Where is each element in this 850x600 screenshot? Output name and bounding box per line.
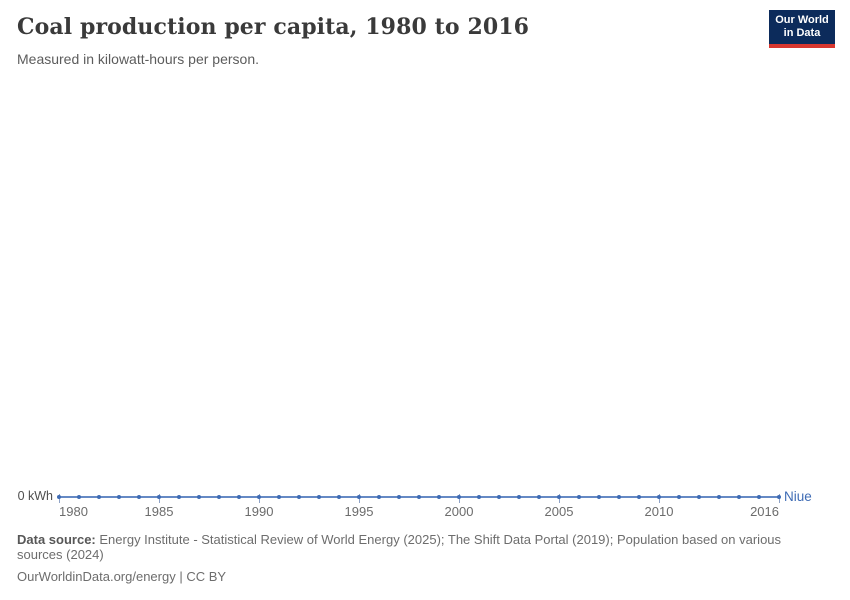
data-point[interactable] xyxy=(57,495,61,499)
citation-line[interactable]: OurWorldinData.org/energy | CC BY xyxy=(17,569,227,584)
x-axis-label: 2000 xyxy=(444,504,474,519)
data-point[interactable] xyxy=(217,495,221,499)
data-point[interactable] xyxy=(557,495,561,499)
data-point[interactable] xyxy=(297,495,301,499)
data-point[interactable] xyxy=(517,495,521,499)
x-axis-label: 1995 xyxy=(344,504,374,519)
x-axis-label: 2010 xyxy=(644,504,674,519)
data-point[interactable] xyxy=(697,495,701,499)
data-source-text: Energy Institute - Statistical Review of… xyxy=(17,532,782,562)
data-point[interactable] xyxy=(437,495,441,499)
chart-title: Coal production per capita, 1980 to 2016 xyxy=(17,14,530,40)
data-point[interactable] xyxy=(117,495,121,499)
data-point[interactable] xyxy=(597,495,601,499)
data-point[interactable] xyxy=(377,495,381,499)
data-point[interactable] xyxy=(177,495,181,499)
data-point[interactable] xyxy=(677,495,681,499)
data-source-line: Data source: Energy Institute - Statisti… xyxy=(17,532,817,562)
data-point[interactable] xyxy=(657,495,661,499)
data-point[interactable] xyxy=(537,495,541,499)
data-point[interactable] xyxy=(737,495,741,499)
data-point[interactable] xyxy=(497,495,501,499)
y-axis-zero-label: 0 kWh xyxy=(17,489,53,503)
data-point[interactable] xyxy=(477,495,481,499)
series-label-niue[interactable]: Niue xyxy=(784,489,812,504)
x-axis-label: 1990 xyxy=(244,504,274,519)
owid-logo: Our World in Data xyxy=(769,10,835,48)
data-point[interactable] xyxy=(637,495,641,499)
x-axis-label: 2016 xyxy=(750,504,779,519)
owid-logo-line2: in Data xyxy=(783,27,821,39)
data-point[interactable] xyxy=(417,495,421,499)
data-point[interactable] xyxy=(717,495,721,499)
data-point[interactable] xyxy=(277,495,281,499)
chart-subtitle: Measured in kilowatt-hours per person. xyxy=(17,51,260,67)
owid-logo-line1: Our World xyxy=(775,14,829,26)
data-point[interactable] xyxy=(617,495,621,499)
x-axis-label: 1985 xyxy=(144,504,174,519)
chart-footer: Data source: Energy Institute - Statisti… xyxy=(17,532,817,584)
data-point[interactable] xyxy=(757,495,761,499)
data-point[interactable] xyxy=(577,495,581,499)
plot-area[interactable]: 0 kWh 1980 1985 1990 1995 2000 2005 2010 2016 N… xyxy=(0,80,850,520)
data-point[interactable] xyxy=(337,495,341,499)
x-axis-label: 1980 xyxy=(59,504,88,519)
data-point[interactable] xyxy=(137,495,141,499)
data-point[interactable] xyxy=(777,495,781,499)
data-point[interactable] xyxy=(157,495,161,499)
x-axis-label: 2005 xyxy=(544,504,574,519)
data-point[interactable] xyxy=(317,495,321,499)
data-point[interactable] xyxy=(457,495,461,499)
data-source-label: Data source: xyxy=(17,532,96,547)
data-point[interactable] xyxy=(237,495,241,499)
data-point[interactable] xyxy=(257,495,261,499)
data-point[interactable] xyxy=(397,495,401,499)
data-point[interactable] xyxy=(357,495,361,499)
data-point[interactable] xyxy=(197,495,201,499)
data-point[interactable] xyxy=(77,495,81,499)
data-point[interactable] xyxy=(97,495,101,499)
